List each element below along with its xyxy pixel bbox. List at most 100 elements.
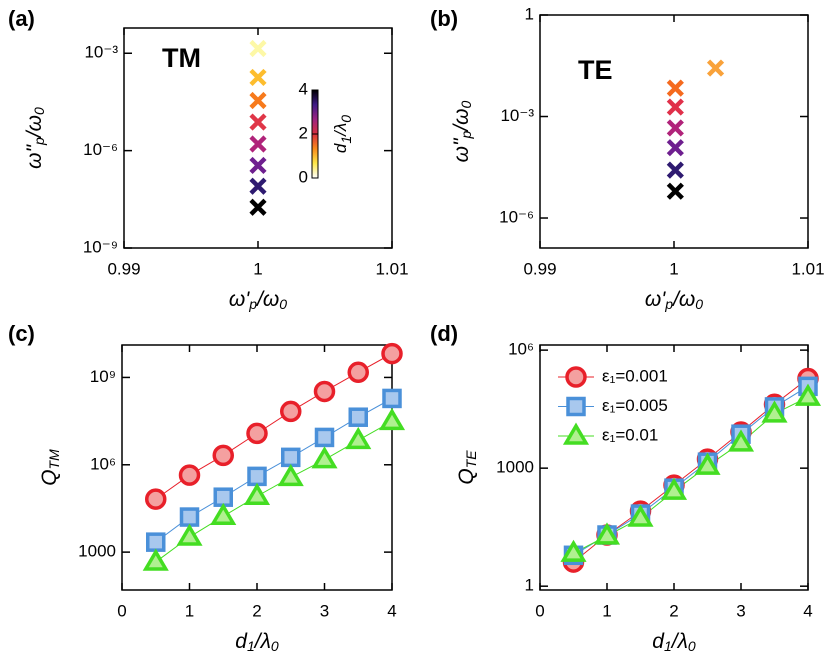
marker-circle: [212, 444, 234, 467]
marker-triangle: [794, 383, 822, 406]
marker-square: [247, 466, 267, 487]
y-tick-label: 10⁶: [90, 454, 116, 473]
y-tick-label: 10⁹: [90, 367, 116, 386]
text-part: ω": [23, 143, 46, 168]
annotation: TE: [578, 55, 613, 85]
y-tick-label: 10⁻⁶: [83, 140, 118, 159]
legend-label: ε₁=0.005: [602, 396, 668, 415]
marker-circle: [565, 366, 587, 388]
marker-square: [213, 487, 233, 507]
marker-square: [314, 427, 335, 448]
marker-circle: [381, 342, 403, 365]
subscript: TM: [46, 449, 62, 470]
x-marker: [249, 135, 267, 153]
text-part: /λ: [331, 123, 350, 137]
y-tick-label: 10⁶: [508, 340, 534, 359]
x-marker: [249, 113, 267, 131]
marker-triangle: [562, 422, 590, 445]
text-part: /ω: [23, 115, 46, 139]
x-marker: [666, 161, 684, 179]
text-part: d: [331, 143, 350, 153]
subscript: 0: [688, 638, 696, 654]
panel-label: (d): [430, 321, 458, 346]
marker-circle: [145, 488, 167, 510]
colorbar-tick-label: 4: [299, 79, 308, 98]
x-marker: [666, 182, 684, 200]
marker-circle: [313, 380, 336, 403]
y-tick-label: 10⁻⁶: [499, 208, 534, 227]
marker-square: [566, 396, 586, 417]
marker-triangle: [210, 502, 237, 526]
y-tick-label: 10⁻³: [84, 43, 118, 62]
panel-label: (c): [8, 321, 35, 346]
subscript: 0: [458, 100, 474, 108]
marker-triangle: [243, 482, 271, 505]
colorbar-tick-label: 2: [299, 123, 308, 142]
y-tick-label: 1000: [496, 458, 534, 477]
marker-triangle: [142, 548, 169, 571]
colorbar-tick-label: 0: [299, 167, 308, 186]
marker-triangle: [378, 407, 406, 431]
x-tick-label: 2: [252, 601, 261, 620]
x-tick-label: 1.01: [791, 259, 824, 278]
x-marker: [666, 98, 684, 116]
x-tick-label: 1: [602, 601, 611, 620]
y-axis-label: ω"p/ω0: [450, 100, 474, 162]
x-tick-label: 1: [185, 601, 194, 620]
text-part: ω': [645, 288, 666, 311]
text-part: /λ: [253, 630, 271, 653]
x-marker: [706, 59, 725, 77]
marker-circle: [246, 422, 268, 445]
x-tick-label: 3: [736, 601, 745, 620]
y-tick-label: 1000: [78, 542, 116, 561]
x-marker: [666, 139, 684, 157]
plot-frame: [539, 14, 809, 249]
marker-triangle: [761, 400, 788, 423]
marker-square: [146, 532, 166, 552]
x-marker: [666, 79, 684, 97]
marker-triangle: [311, 446, 338, 469]
marker-circle: [280, 400, 302, 423]
text-part: ω": [450, 137, 473, 162]
subscript: p: [248, 296, 257, 312]
y-axis-label: QTE: [455, 450, 479, 485]
text-part: Q: [38, 469, 61, 485]
marker-square: [281, 447, 301, 468]
text-part: d: [652, 630, 665, 653]
x-marker: [249, 177, 267, 195]
x-marker: [249, 39, 267, 58]
subscript: 0: [31, 107, 47, 115]
x-axis-label: d1/λ0: [652, 630, 696, 654]
subscript: 1: [247, 638, 255, 654]
x-tick-label: 1: [253, 259, 262, 278]
marker-circle: [178, 464, 201, 486]
x-marker: [249, 68, 267, 87]
x-axis-label: ω'p/ω0: [645, 288, 703, 312]
subscript: 0: [338, 115, 354, 123]
marker-triangle: [345, 426, 372, 450]
plot-frame: [123, 27, 393, 249]
text-part: /ω: [450, 108, 473, 132]
x-tick-label: 2: [669, 601, 678, 620]
text-part: /ω: [671, 288, 695, 311]
marker-triangle: [560, 539, 587, 562]
annotation: TM: [162, 43, 201, 73]
text-part: /λ: [670, 630, 688, 653]
legend-label: ε₁=0.001: [602, 366, 668, 385]
panel-label: (b): [430, 6, 458, 31]
subscript: 1: [338, 136, 354, 144]
marker-square: [348, 407, 368, 427]
legend-label: ε₁=0.01: [602, 425, 658, 444]
x-tick-label: 4: [803, 601, 812, 620]
y-axis-label: QTM: [38, 449, 62, 486]
subscript: p: [664, 296, 673, 312]
y-tick-label: 10⁻⁹: [83, 237, 118, 256]
x-tick-label: 3: [320, 601, 329, 620]
x-tick-label: 0.99: [107, 259, 140, 278]
colorbar-label: d1/λ0: [331, 115, 353, 153]
marker-triangle: [660, 477, 688, 500]
text-part: ω': [229, 288, 250, 311]
marker-square: [179, 507, 200, 527]
